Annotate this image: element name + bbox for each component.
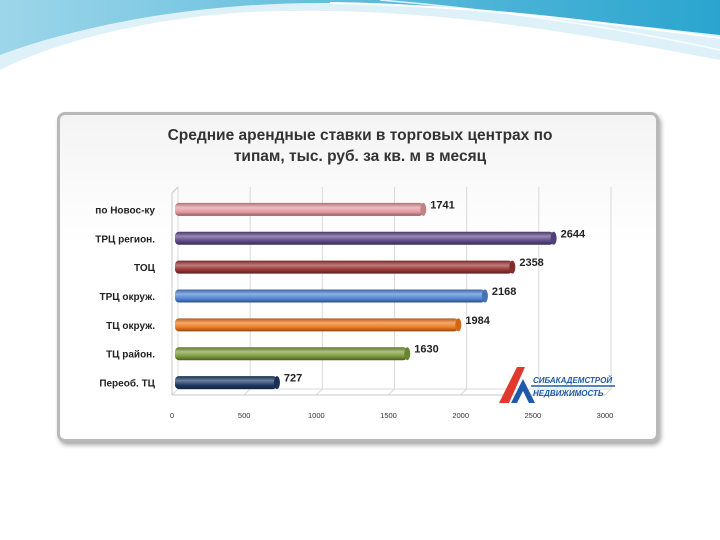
bar-end-cap-6	[404, 347, 411, 361]
bar-end-cap-5	[455, 318, 462, 332]
x-tick-label-3: 1500	[380, 411, 397, 420]
bar-end-cap-2	[550, 231, 557, 245]
category-label-3: ТОЦ	[134, 263, 156, 274]
bar-end-cap-4	[481, 289, 488, 303]
category-label-7: Переоб. ТЦ	[99, 378, 155, 390]
bar-4	[175, 289, 488, 303]
bar-7	[175, 376, 280, 390]
bar-5	[175, 318, 462, 332]
bar-body-4	[175, 289, 485, 303]
x-tick-label-5: 2500	[524, 411, 541, 420]
header-wave-line	[329, 2, 720, 39]
bar-body-3	[175, 260, 513, 274]
chart-title: Средние арендные ставки в торговых центр…	[100, 125, 620, 167]
chart-title-line-2: типам, тыс. руб. за кв. м в месяц	[233, 148, 487, 165]
slide-header-decoration	[0, 0, 720, 70]
value-label-3: 2358	[519, 257, 543, 269]
bar-2	[175, 231, 557, 245]
floor-gridline-1	[243, 388, 251, 396]
logo-triangle-red	[499, 367, 525, 403]
bar-end-cap-1	[420, 202, 427, 216]
x-tick-label-0: 0	[170, 411, 174, 420]
bar-6	[175, 347, 411, 361]
value-label-1: 1741	[430, 199, 454, 211]
logo-triangle-inner	[517, 391, 529, 403]
value-label-6: 1630	[414, 344, 438, 356]
bar-end-cap-3	[509, 260, 516, 274]
floor-gridline-3	[388, 388, 395, 396]
value-label-4: 2168	[492, 286, 516, 298]
bar-body-1	[175, 202, 424, 216]
bar-body-2	[175, 231, 554, 245]
floor-gridline-0	[171, 388, 179, 396]
bar-body-7	[175, 376, 277, 390]
category-label-1: по Новос-ку	[95, 205, 155, 216]
value-label-7: 727	[284, 373, 302, 385]
header-wave-line-2	[379, 0, 720, 51]
x-tick-label-1: 500	[238, 411, 251, 420]
x-tick-label-4: 2000	[452, 411, 469, 420]
category-label-5: ТЦ окруж.	[106, 321, 155, 332]
category-label-2: ТРЦ регион.	[95, 234, 155, 245]
bar-1	[175, 202, 427, 216]
floor-gridline-6	[604, 388, 612, 396]
company-logo: СИБАКАДЕМСТРОЙ НЕДВИЖИМОСТЬ	[499, 367, 615, 403]
floor-gridline-4	[460, 388, 468, 396]
value-label-2: 2644	[561, 228, 586, 240]
logo-text-line-2: НЕДВИЖИМОСТЬ	[533, 389, 604, 398]
chart-title-line-1: Средние арендные ставки в торговых центр…	[167, 127, 553, 144]
bar-body-6	[175, 347, 408, 361]
side-wall-edge	[171, 186, 179, 194]
value-label-5: 1984	[465, 315, 490, 327]
bar-end-cap-7	[273, 376, 280, 390]
bars-layer	[175, 202, 557, 390]
bar-body-5	[175, 318, 459, 332]
labels-layer: 0 500 1000 1500 2000 2500 3000 по Новос-ку 1741 Т…	[95, 199, 613, 420]
floor-gridline-5	[532, 388, 540, 396]
x-tick-label-6: 3000	[597, 411, 614, 420]
floor-gridline-2	[315, 388, 323, 396]
header-wave-main	[0, 0, 720, 55]
category-label-4: ТРЦ окруж.	[99, 292, 155, 303]
logo-text-line-1: СИБАКАДЕМСТРОЙ	[533, 376, 612, 385]
category-label-6: ТЦ район.	[106, 350, 155, 361]
x-tick-label-2: 1000	[308, 411, 325, 420]
chart-frame	[57, 112, 659, 442]
bar-3	[175, 260, 516, 274]
